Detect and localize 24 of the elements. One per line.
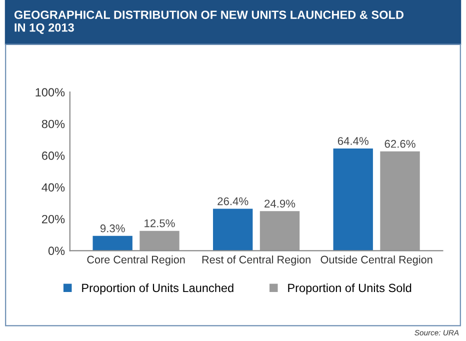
data-label: 9.3% — [100, 224, 125, 232]
bar — [140, 230, 180, 251]
y-tick-label: 20% — [42, 214, 65, 224]
legend-label: Proportion of Units Sold — [288, 283, 412, 294]
legend-label: Proportion of Units Launched — [82, 283, 234, 294]
y-tick-label: 40% — [42, 183, 65, 192]
bar — [213, 208, 253, 251]
y-tick-label: 80% — [42, 120, 65, 128]
chart-title: GEOGRAPHICAL DISTRIBUTION OF NEW UNITS LAUNCHED & SOLD IN 1Q 2013 — [14, 10, 404, 34]
x-tick-label: Core Central Region — [87, 255, 185, 266]
x-tick-label: Rest of Central Region — [202, 255, 310, 266]
data-label: 26.4% — [218, 197, 248, 206]
bar — [92, 236, 132, 251]
data-label: 62.6% — [384, 140, 416, 148]
data-label: 64.4% — [338, 137, 368, 145]
bar — [333, 148, 373, 251]
data-label: 24.9% — [264, 200, 296, 208]
y-tick-label: 60% — [42, 152, 65, 160]
y-tick-label: 100% — [36, 88, 65, 96]
x-tick-label: Outside Central Region — [320, 255, 432, 266]
data-label: 12.5% — [144, 219, 175, 228]
bar — [260, 211, 300, 251]
bar — [380, 151, 420, 251]
y-tick-label: 0% — [48, 246, 65, 256]
